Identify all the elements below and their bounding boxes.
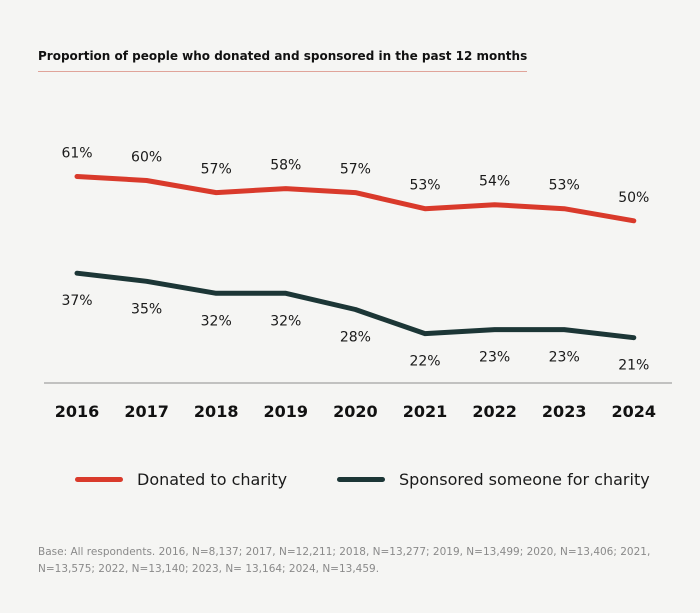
legend-label-sponsored: Sponsored someone for charity	[399, 470, 650, 489]
x-tick-label: 2022	[472, 402, 517, 421]
data-label-sponsored: 22%	[409, 354, 440, 370]
data-label-donated: 61%	[61, 146, 92, 162]
data-label-donated: 57%	[340, 162, 371, 178]
data-label-sponsored: 23%	[549, 350, 580, 366]
data-label-donated: 54%	[479, 174, 510, 190]
legend: Donated to charity Sponsored someone for…	[0, 470, 700, 494]
x-tick-label: 2024	[612, 402, 657, 421]
legend-swatch-sponsored	[337, 477, 385, 482]
data-label-sponsored: 21%	[618, 358, 649, 374]
data-label-donated: 58%	[270, 158, 301, 174]
data-label-donated: 53%	[409, 178, 440, 194]
x-tick-label: 2023	[542, 402, 587, 421]
chart-title: Proportion of people who donated and spo…	[38, 49, 528, 72]
data-label-sponsored: 32%	[270, 313, 301, 329]
data-label-sponsored: 23%	[479, 350, 510, 366]
data-label-donated: 57%	[201, 162, 232, 178]
data-label-sponsored: 32%	[201, 313, 232, 329]
x-tick-label: 2021	[403, 402, 448, 421]
legend-item-donated: Donated to charity	[75, 470, 287, 489]
x-tick-label: 2017	[124, 402, 169, 421]
data-label-sponsored: 37%	[61, 293, 92, 309]
data-label-donated: 53%	[549, 178, 580, 194]
x-tick-label: 2016	[55, 402, 100, 421]
line-chart: 61% 60% 57% 58% 57% 53% 54% 53% 50% 37% 35% 32% 32% 2…	[44, 146, 672, 421]
data-label-donated: 60%	[131, 150, 162, 166]
legend-item-sponsored: Sponsored someone for charity	[337, 470, 650, 489]
series-line-sponsored	[74, 270, 637, 341]
data-label-donated: 50%	[618, 190, 649, 206]
series-line-donated	[74, 174, 637, 224]
data-label-sponsored: 35%	[131, 301, 162, 317]
x-tick-label: 2019	[264, 402, 309, 421]
data-label-sponsored: 28%	[340, 330, 371, 346]
legend-swatch-donated	[75, 477, 123, 482]
x-tick-label: 2018	[194, 402, 239, 421]
x-tick-label: 2020	[333, 402, 378, 421]
legend-label-donated: Donated to charity	[137, 470, 288, 489]
footnote: Base: All respondents. 2016, N=8,137; 20…	[38, 546, 651, 575]
